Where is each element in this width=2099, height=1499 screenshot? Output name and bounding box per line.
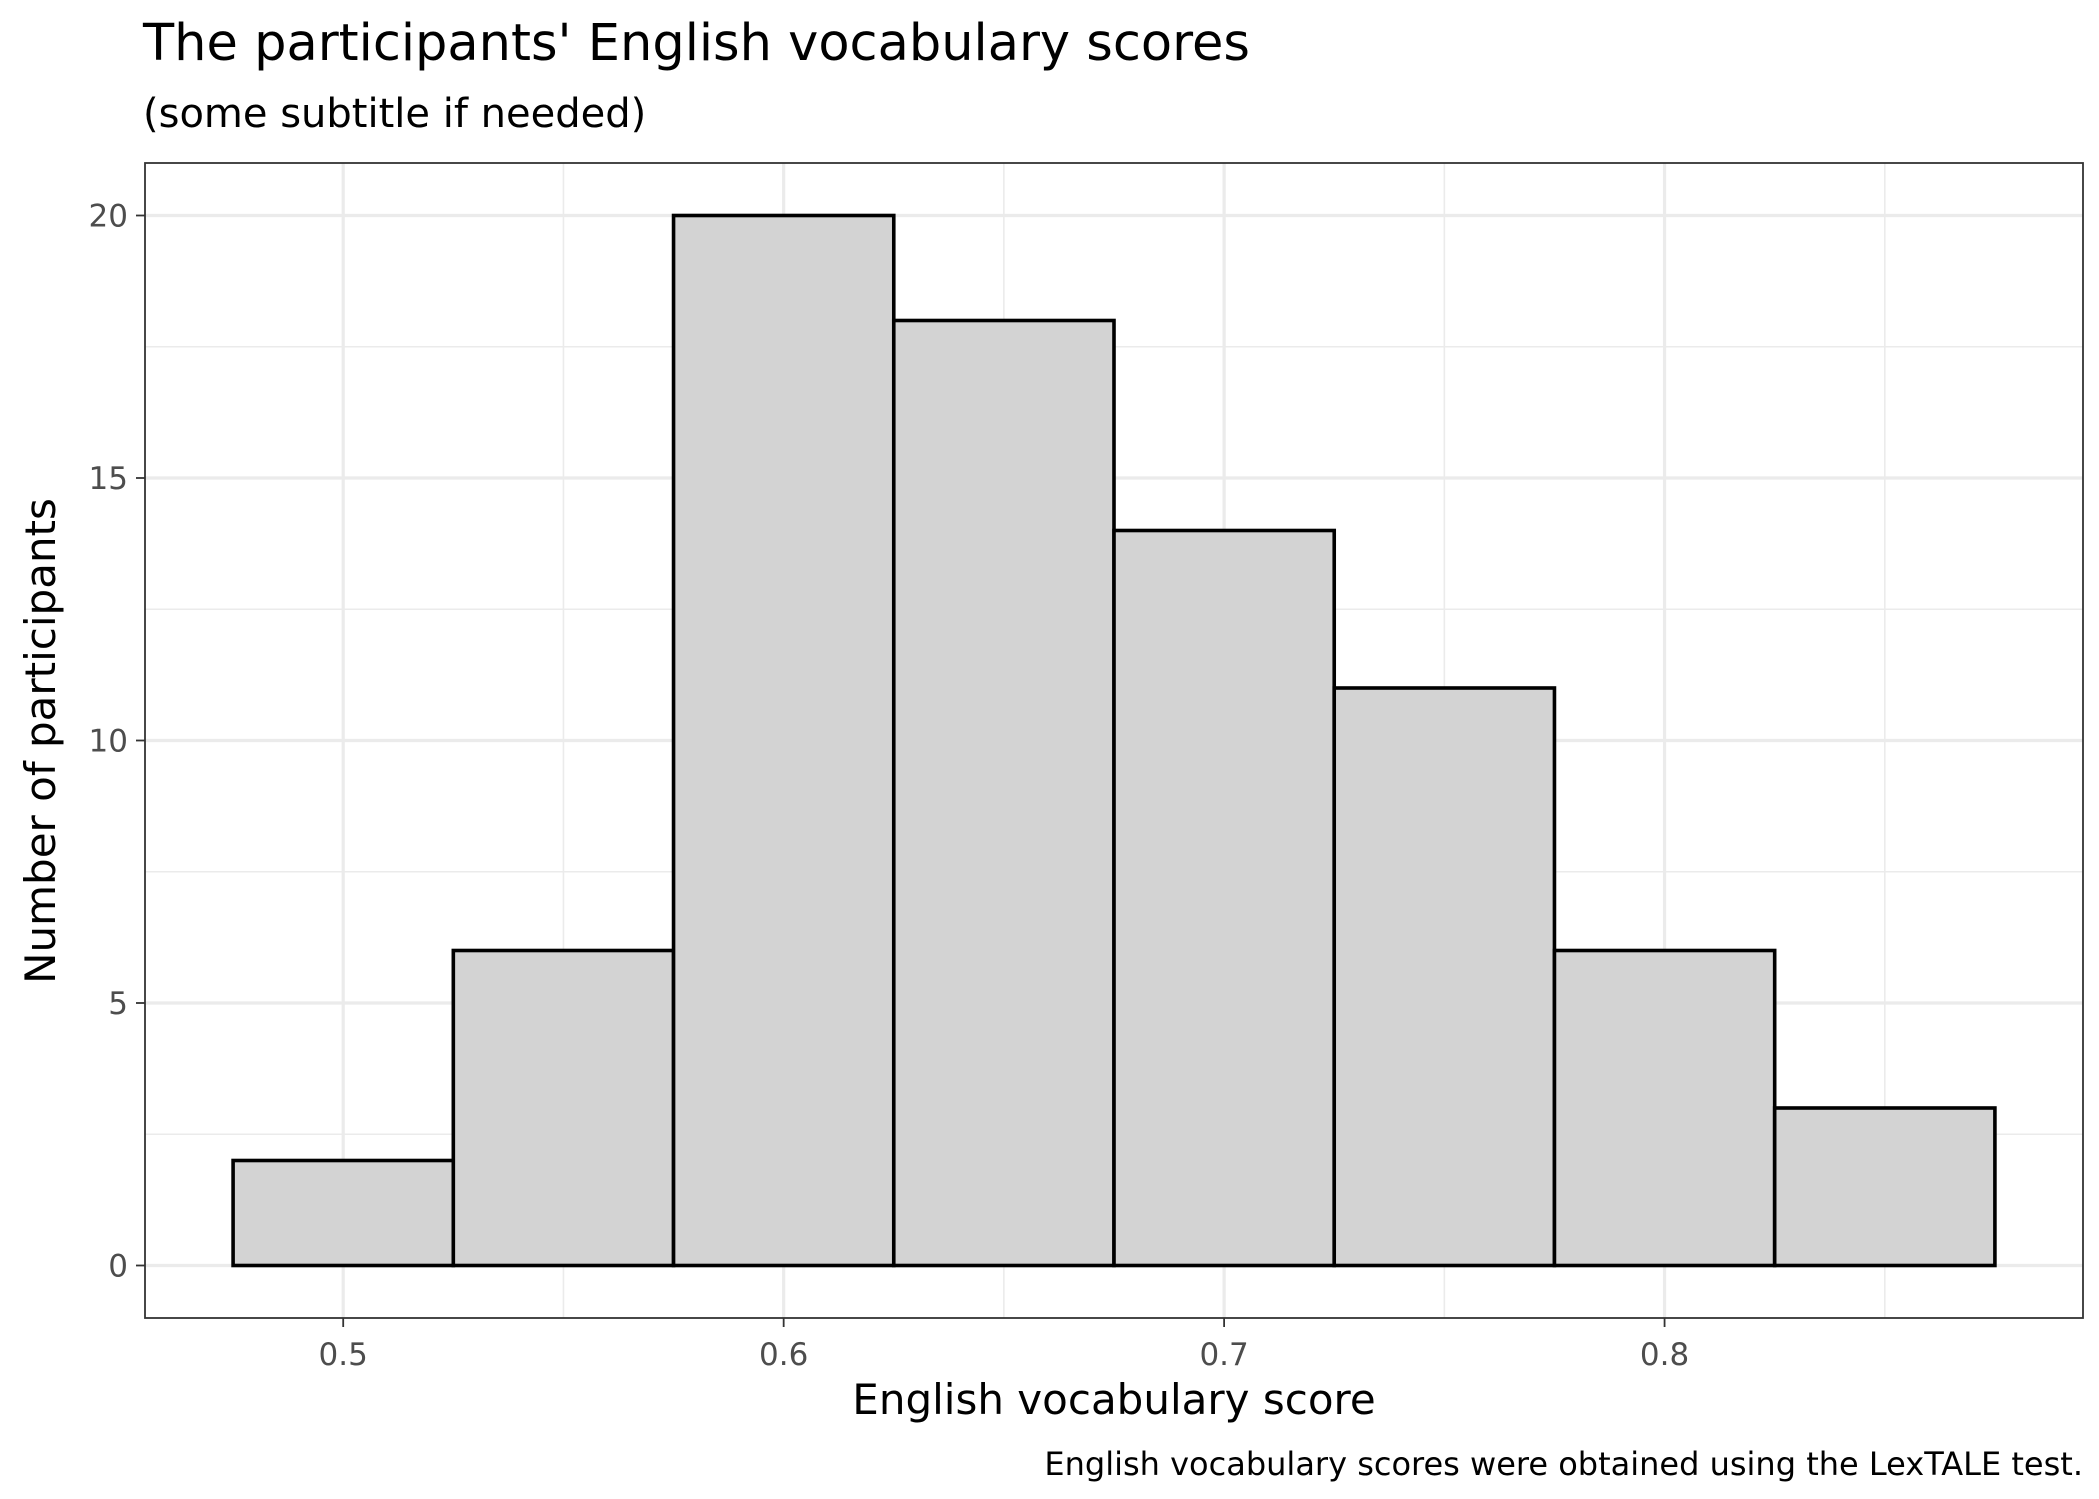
y-axis-title: Number of participants bbox=[16, 498, 65, 984]
chart-title: The participants' English vocabulary sco… bbox=[142, 14, 1250, 73]
y-tick-label: 10 bbox=[89, 724, 128, 760]
x-axis-ticks: 0.5 0.6 0.7 0.8 bbox=[319, 1318, 1689, 1373]
x-axis-title: English vocabulary score bbox=[852, 1375, 1375, 1424]
histogram-bar-2 bbox=[451, 948, 676, 1268]
x-tick-label: 0.6 bbox=[759, 1337, 808, 1373]
y-tick-label: 5 bbox=[108, 986, 128, 1022]
y-axis-ticks: 0 5 10 15 20 bbox=[89, 199, 145, 1285]
y-tick-label: 15 bbox=[89, 461, 128, 497]
histogram-bar-6 bbox=[1332, 686, 1557, 1268]
chart-subtitle: (some subtitle if needed) bbox=[143, 91, 646, 137]
histogram-bar-4 bbox=[891, 318, 1116, 1268]
histogram-bars bbox=[231, 213, 1997, 1268]
x-tick-label: 0.8 bbox=[1640, 1337, 1689, 1373]
histogram-bar-7 bbox=[1552, 948, 1777, 1268]
histogram-bar-3 bbox=[671, 213, 896, 1268]
histogram-bar-1 bbox=[231, 1158, 456, 1268]
x-tick-label: 0.5 bbox=[319, 1337, 368, 1373]
chart-caption: English vocabulary scores were obtained … bbox=[1044, 1445, 2083, 1483]
y-tick-label: 20 bbox=[89, 199, 128, 235]
histogram-bar-5 bbox=[1112, 528, 1337, 1268]
y-tick-label: 0 bbox=[108, 1249, 128, 1285]
x-tick-label: 0.7 bbox=[1199, 1337, 1248, 1373]
histogram-bar-8 bbox=[1772, 1106, 1997, 1268]
